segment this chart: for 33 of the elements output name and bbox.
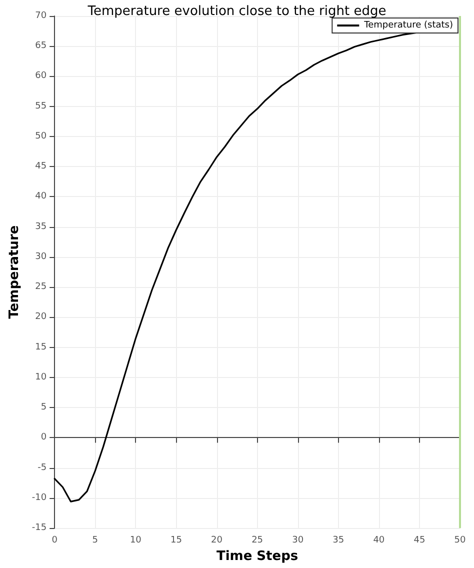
y-tick-label: 20: [35, 312, 47, 322]
x-tick-label: 45: [414, 536, 426, 546]
y-tick-label: 70: [35, 11, 47, 21]
y-tick-label: 30: [35, 252, 47, 262]
x-tick-label: 50: [454, 536, 466, 546]
y-tick-label: 15: [35, 342, 47, 352]
y-tick-label: -10: [32, 492, 47, 503]
x-tick-label: 15: [170, 536, 182, 546]
y-tick-label: -15: [32, 523, 47, 534]
y-tick-label: 65: [35, 41, 47, 52]
y-tick-label: 40: [35, 192, 47, 202]
x-axis-title: Time Steps: [216, 549, 298, 564]
y-tick-label: 10: [35, 372, 47, 382]
x-tick-label: 30: [292, 536, 304, 546]
y-tick-label: 55: [35, 101, 47, 112]
x-tick-label: 10: [130, 536, 142, 546]
chart-title: Temperature evolution close to the right edge: [86, 4, 386, 19]
y-tick-label: 60: [35, 71, 47, 82]
y-tick-label: 0: [40, 432, 47, 443]
legend-label: Temperature (stats): [363, 20, 454, 30]
y-axis-title: Temperature: [7, 225, 22, 319]
x-tick-label: 40: [373, 536, 385, 546]
x-tick-label: 35: [332, 536, 344, 546]
y-tick-label: -5: [38, 462, 47, 473]
x-tick-label: 5: [92, 536, 98, 546]
y-tick-label: 5: [40, 402, 47, 413]
y-tick-label: 25: [35, 282, 47, 292]
y-tick-label: 35: [35, 222, 47, 232]
x-tick-label: 25: [252, 536, 264, 546]
y-tick-label: 50: [35, 131, 47, 142]
x-tick-label: 0: [52, 536, 58, 546]
y-tick-label: 45: [35, 162, 47, 172]
x-tick-label: 20: [211, 536, 223, 546]
